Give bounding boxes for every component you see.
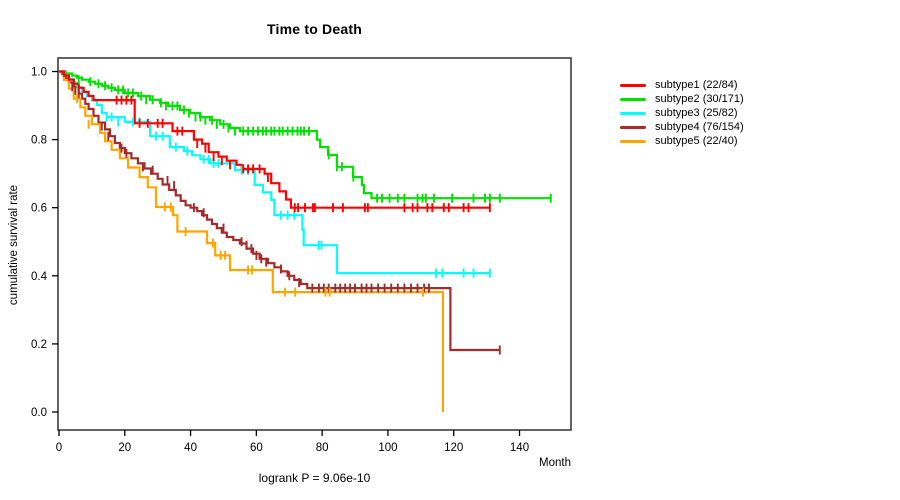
legend-label: subtype5 (22/40) [655, 135, 738, 147]
y-tick-label: 0.0 [31, 407, 47, 419]
x-tick-label: 80 [316, 442, 329, 454]
legend-label: subtype4 (76/154) [655, 121, 744, 133]
y-tick-label: 0.4 [31, 271, 48, 283]
legend-label: subtype3 (25/82) [655, 107, 738, 119]
censor-marks [71, 75, 552, 355]
plot-frame [57, 57, 572, 431]
legend-label: subtype2 (30/171) [655, 93, 744, 105]
x-axis: 0 20 40 60 80 100 120 140 [56, 430, 529, 454]
x-tick-label: 0 [56, 442, 62, 454]
survival-curve-subtype2 [59, 70, 551, 200]
legend-swatch [620, 97, 646, 101]
legend-item-subtype3: subtype3 (25/82) [620, 106, 744, 120]
legend-item-subtype5: subtype5 (22/40) [620, 134, 744, 148]
legend-swatch [620, 83, 646, 87]
logrank-pvalue: logrank P = 9.06e-10 [258, 471, 371, 485]
legend-label: subtype1 (22/84) [655, 79, 738, 91]
survival-curve-subtype5 [59, 70, 444, 412]
x-tick-label: 140 [510, 442, 529, 454]
survival-curves [59, 70, 551, 412]
y-axis: 0.0 0.2 0.4 0.6 0.8 1.0 [31, 67, 58, 419]
plot-frame-box [57, 57, 572, 431]
survival-curve-subtype4 [59, 70, 500, 352]
y-tick-label: 1.0 [31, 67, 47, 79]
y-tick-label: 0.2 [31, 339, 47, 351]
x-tick-label: 60 [250, 442, 263, 454]
x-tick-label: 40 [184, 442, 197, 454]
legend-item-subtype4: subtype4 (76/154) [620, 120, 744, 134]
x-tick-label: 100 [378, 442, 397, 454]
chart-title: Time to Death [267, 21, 362, 37]
legend: subtype1 (22/84) subtype2 (30/171) subtype… [620, 78, 744, 148]
legend-item-subtype2: subtype2 (30/171) [620, 92, 744, 106]
x-tick-label: 20 [118, 442, 131, 454]
legend-swatch [620, 139, 646, 143]
x-axis-label: Month [539, 457, 571, 469]
x-tick-label: 120 [444, 442, 463, 454]
survival-curve-subtype1 [59, 70, 490, 209]
y-tick-label: 0.6 [31, 203, 47, 215]
survival-curve-subtype3 [59, 70, 490, 275]
y-tick-label: 0.8 [31, 135, 47, 147]
legend-swatch [620, 125, 646, 129]
legend-item-subtype1: subtype1 (22/84) [620, 78, 744, 92]
legend-swatch [620, 111, 646, 115]
